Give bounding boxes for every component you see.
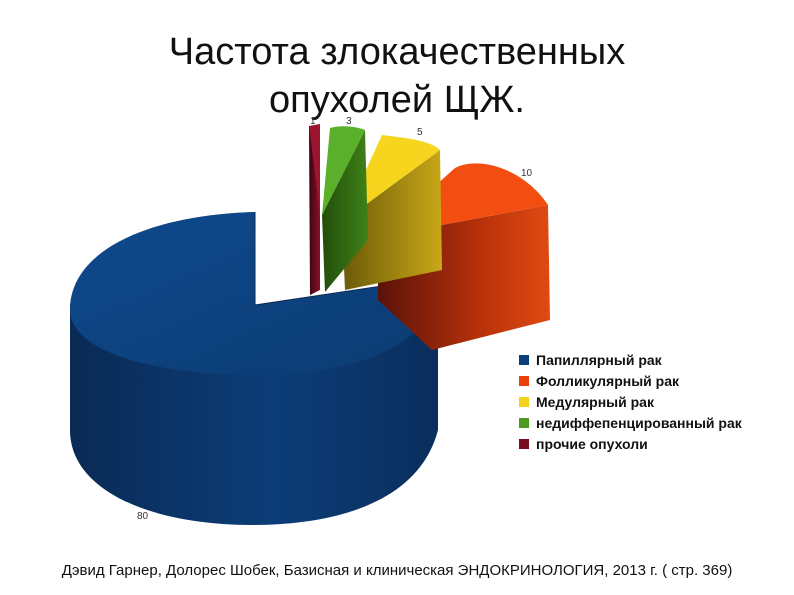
- data-label-undifferentiated: 3: [346, 116, 352, 127]
- pie-slice-papillary: [70, 212, 440, 525]
- legend-label-papillary: Папиллярный рак: [536, 351, 662, 368]
- pie-slice-undifferentiated: [322, 126, 368, 292]
- legend-swatch-other: [519, 438, 529, 449]
- data-label-medullary: 5: [417, 127, 423, 138]
- data-label-follicular: 10: [521, 168, 533, 179]
- legend-swatch-medullary: [519, 396, 529, 407]
- legend-item-other: прочие опухоли: [519, 433, 742, 454]
- data-label-papillary: 80: [137, 511, 149, 522]
- chart-title-line1: Частота злокачественных: [168, 31, 626, 73]
- legend-item-follicular: Фолликулярный рак: [519, 370, 742, 391]
- legend-label-medullary: Медулярный рак: [536, 393, 654, 410]
- chart-title: Частота злокачественных опухолей ЩЖ.: [0, 28, 794, 124]
- pie-slice-other: [309, 124, 320, 295]
- legend-item-undifferentiated: недиффепенцированный рак: [519, 412, 742, 433]
- legend-swatch-papillary: [519, 354, 529, 365]
- legend-item-papillary: Папиллярный рак: [519, 349, 742, 370]
- chart-title-line2: опухолей ЩЖ.: [269, 79, 525, 121]
- legend-label-undifferentiated: недиффепенцированный рак: [536, 414, 742, 431]
- legend-swatch-follicular: [519, 375, 529, 386]
- legend-label-follicular: Фолликулярный рак: [536, 372, 680, 389]
- legend-swatch-undifferentiated: [519, 417, 529, 428]
- data-label-other: 1: [310, 116, 316, 127]
- source-citation: Дэвид Гарнер, Долорес Шобек, Базисная и …: [61, 562, 733, 579]
- legend-item-medullary: Медулярный рак: [519, 391, 742, 412]
- chart-legend: Папиллярный рак Фолликулярный рак Медуля…: [519, 349, 742, 454]
- legend-label-other: прочие опухоли: [536, 435, 648, 452]
